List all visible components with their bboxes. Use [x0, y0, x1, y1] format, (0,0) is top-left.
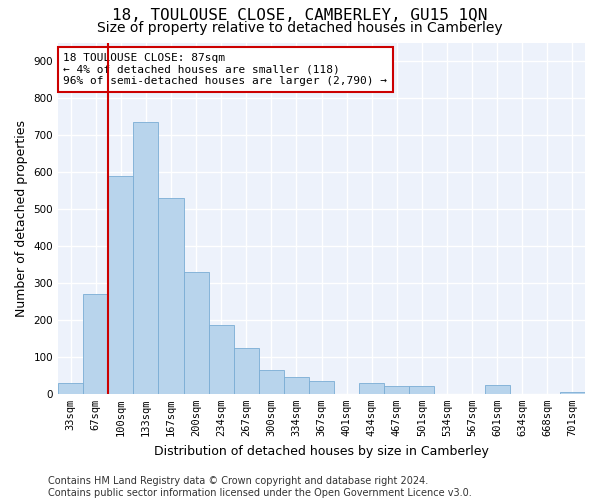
Bar [384, 386, 409, 394]
Bar [184, 272, 209, 394]
Bar [108, 176, 133, 394]
Bar [133, 122, 158, 394]
X-axis label: Distribution of detached houses by size in Camberley: Distribution of detached houses by size … [154, 444, 489, 458]
Bar [259, 370, 284, 394]
Bar [309, 381, 334, 394]
Y-axis label: Number of detached properties: Number of detached properties [15, 120, 28, 316]
Text: 18 TOULOUSE CLOSE: 87sqm
← 4% of detached houses are smaller (118)
96% of semi-d: 18 TOULOUSE CLOSE: 87sqm ← 4% of detache… [64, 53, 388, 86]
Bar [233, 348, 259, 394]
Text: Contains HM Land Registry data © Crown copyright and database right 2024.
Contai: Contains HM Land Registry data © Crown c… [48, 476, 472, 498]
Bar [409, 386, 434, 394]
Bar [359, 382, 384, 394]
Bar [58, 382, 83, 394]
Text: Size of property relative to detached houses in Camberley: Size of property relative to detached ho… [97, 21, 503, 35]
Bar [83, 294, 108, 394]
Bar [284, 377, 309, 394]
Bar [560, 392, 585, 394]
Text: 18, TOULOUSE CLOSE, CAMBERLEY, GU15 1QN: 18, TOULOUSE CLOSE, CAMBERLEY, GU15 1QN [112, 8, 488, 22]
Bar [209, 326, 233, 394]
Bar [485, 384, 510, 394]
Bar [158, 198, 184, 394]
